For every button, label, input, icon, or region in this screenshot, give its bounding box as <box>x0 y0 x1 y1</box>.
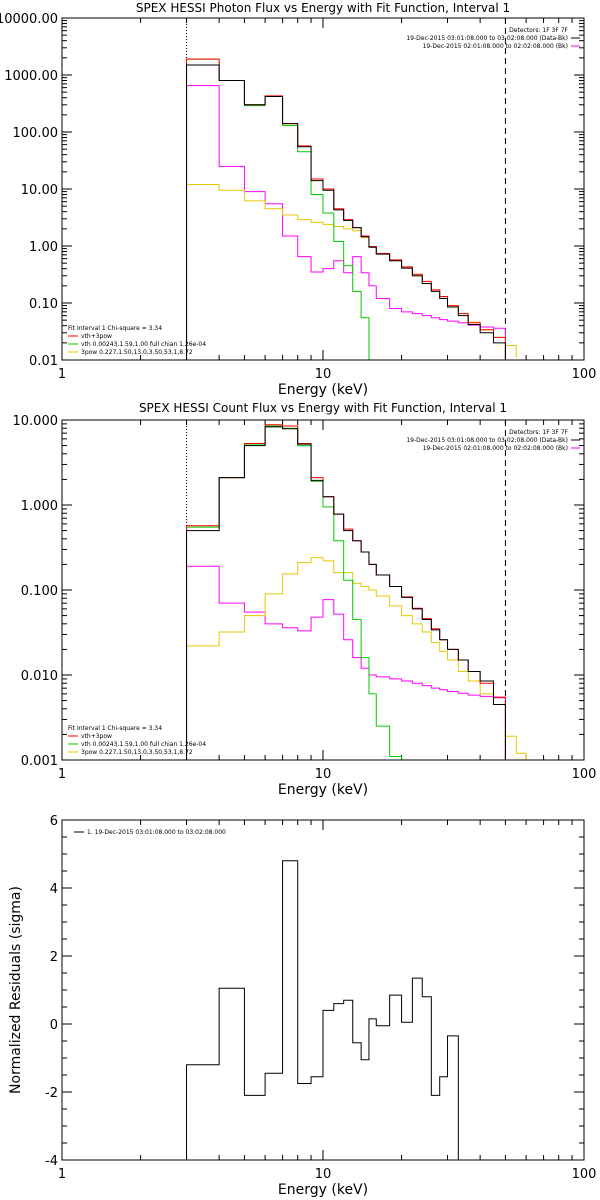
legend-entry: Detectors: 1F 3F 7F <box>509 429 568 436</box>
y-tick-label: 10.00 <box>21 183 58 198</box>
y-tick-label: 1.00 <box>29 240 58 255</box>
legend-entry: vth 0.00243,1.59,1.00 full chian 1.26e-0… <box>81 741 206 748</box>
legend-entry: 1. 19-Dec-2015 03:01:08.000 to 03:02:08.… <box>87 829 226 836</box>
legend-bl: Fit Interval 1 Chi-square = 3.34vth+3pow… <box>68 325 206 356</box>
plot-frame <box>61 419 585 761</box>
y-axis: 0.001 0.010 0.100 1.000 10.000 <box>13 414 584 769</box>
x-axis-label: Energy (keV) <box>278 1182 368 1198</box>
plot-frame <box>61 17 585 361</box>
x-tick-label: 10 <box>315 767 332 782</box>
y-tick-label: 2 <box>50 950 58 965</box>
y-tick-label: 0.100 <box>21 584 58 599</box>
x-axis: 1 10 100 <box>58 820 597 1182</box>
y-tick-label: 0.10 <box>29 297 58 312</box>
legend-entry: 19-Dec-2015 02:01:08.000 to 02:02:08.000… <box>423 445 568 452</box>
y-tick-label: 1.000 <box>21 499 58 514</box>
y-axis-label: Normalized Residuals (sigma) <box>8 886 24 1094</box>
x-tick-label: 100 <box>572 1167 597 1182</box>
x-axis-label: Energy (keV) <box>278 782 368 798</box>
series-1-histogram <box>186 64 517 360</box>
x-axis-label: Energy (keV) <box>278 382 368 398</box>
x-axis: 1 10 100 <box>58 420 597 782</box>
series-5-histogram <box>186 85 506 360</box>
legend-entry: vth+3pow <box>81 733 112 740</box>
y-tick-label: 4 <box>50 882 58 897</box>
legend-entry: 3pow 0.227,1.50,13.0,3.50,53.1,8.72 <box>81 349 193 356</box>
x-tick-label: 1 <box>58 367 66 382</box>
legend-entry: 19-Dec-2015 02:01:08.000 to 02:02:08.000… <box>423 43 568 50</box>
series-1-histogram <box>186 426 517 760</box>
plot-area <box>186 860 459 1160</box>
y-tick-label: 0.010 <box>21 669 58 684</box>
x-tick-label: 1 <box>58 767 66 782</box>
plot-frame <box>61 819 585 1161</box>
legend-entry: 3pow 0.227,1.50,13.0,3.50,53.1,8.72 <box>81 749 193 756</box>
y-tick-label: -2 <box>45 1086 58 1101</box>
y-tick-label: -4 <box>45 1154 58 1169</box>
chart-title: SPEX HESSI Photon Flux vs Energy with Fi… <box>136 1 510 15</box>
y-tick-label: 6 <box>50 814 58 829</box>
plot-area <box>186 420 527 760</box>
x-tick-label: 10 <box>315 1167 332 1182</box>
y-tick-label: 0.01 <box>29 354 58 369</box>
y-tick-label: 0.001 <box>21 754 58 769</box>
y-tick-label: 10.000 <box>13 414 59 429</box>
series-5-histogram <box>186 565 506 760</box>
x-axis: 1 10 100 <box>58 18 597 382</box>
x-tick-label: 100 <box>572 767 597 782</box>
x-tick-label: 100 <box>572 367 597 382</box>
x-tick-label: 10 <box>315 367 332 382</box>
y-tick-label: 100.00 <box>13 126 59 141</box>
legend-entry: Detectors: 1F 3F 7F <box>509 27 568 34</box>
y-tick-label: 1000.00 <box>4 69 58 84</box>
series-1-histogram <box>186 860 459 1160</box>
chart-panel-2: SPEX HESSI Count Flux vs Energy with Fit… <box>13 401 597 798</box>
chart-panel-3: 1 10 100 Energy (keV) -4 -2 0 2 4 6 Normalized Res… <box>8 814 596 1198</box>
legend-entry: 19-Dec-2015 03:01:08.000 to 03:02:08.000… <box>406 35 568 42</box>
chart-title: SPEX HESSI Count Flux vs Energy with Fit… <box>139 401 507 415</box>
x-tick-label: 1 <box>58 1167 66 1182</box>
y-tick-label: 10000.00 <box>0 12 58 27</box>
legend-entry: 19-Dec-2015 03:01:08.000 to 03:02:08.000… <box>406 437 568 444</box>
y-axis: 0.01 0.10 1.00 10.00 100.00 1000.00 10000.00 <box>0 12 584 369</box>
legend-bl: Fit Interval 1 Chi-square = 3.34vth+3pow… <box>68 725 206 756</box>
chart-panel-1: SPEX HESSI Photon Flux vs Energy with Fi… <box>0 1 596 398</box>
legend-tl: 1. 19-Dec-2015 03:01:08.000 to 03:02:08.… <box>74 829 226 836</box>
legend-entry: vth+3pow <box>81 333 112 340</box>
y-tick-label: 0 <box>50 1018 58 1033</box>
legend-entry: vth 0.00243,1.59,1.00 full chian 1.26e-0… <box>81 341 206 348</box>
plot-area <box>186 18 517 360</box>
legend-entry: Fit Interval 1 Chi-square = 3.34 <box>68 325 162 332</box>
legend-entry: Fit Interval 1 Chi-square = 3.34 <box>68 725 162 732</box>
